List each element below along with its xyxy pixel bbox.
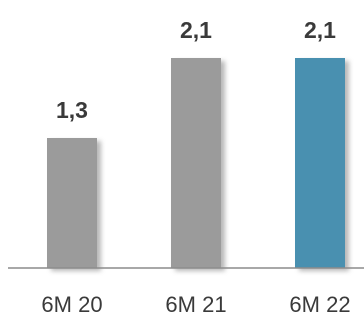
- bar-value-label-0: 1,3: [56, 97, 88, 123]
- bar-2: [295, 58, 345, 268]
- bar-value-label-1: 2,1: [180, 17, 212, 43]
- bar-1: [171, 58, 221, 268]
- bar-0: [47, 138, 97, 268]
- category-label-1: 6M 21: [165, 292, 226, 317]
- category-label-0: 6M 20: [41, 292, 102, 317]
- category-label-2: 6M 22: [289, 292, 350, 317]
- bar-value-label-2: 2,1: [304, 17, 336, 43]
